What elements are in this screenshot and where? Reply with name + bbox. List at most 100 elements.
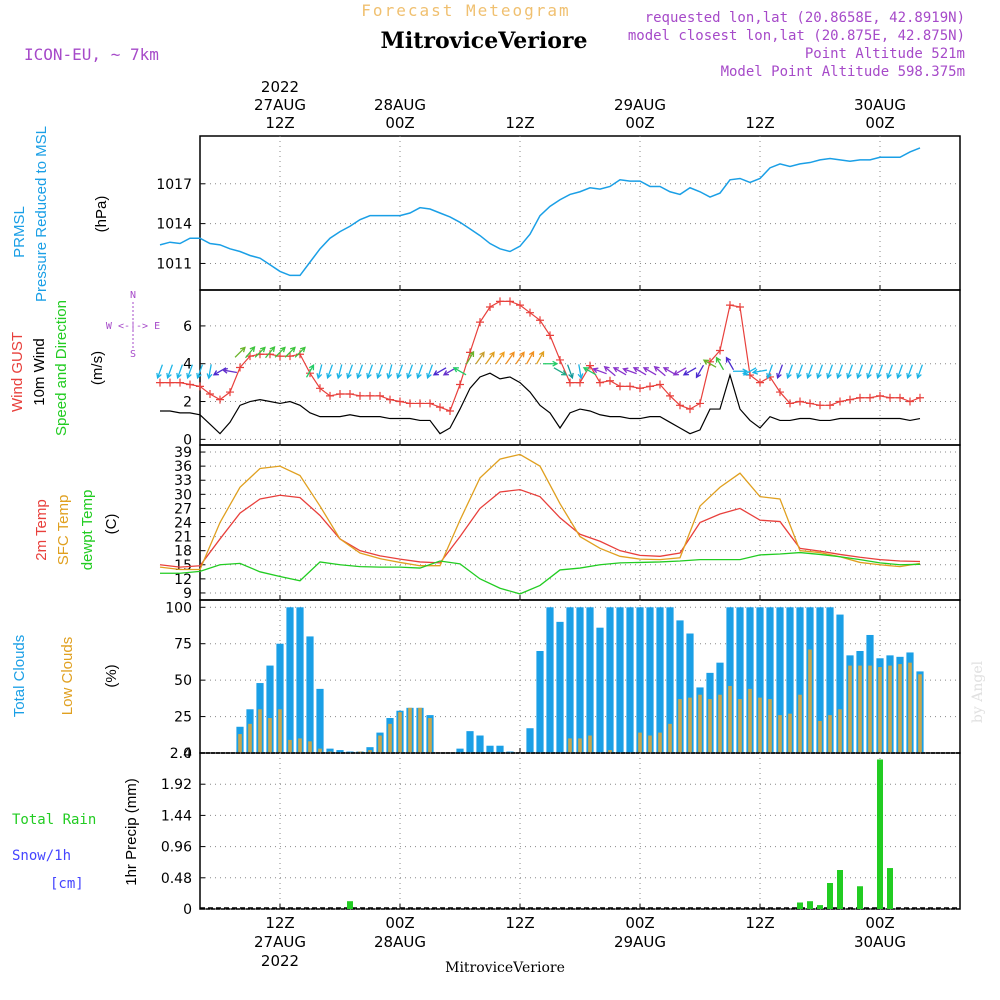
y-tick-label: 9 bbox=[183, 586, 192, 602]
gust-marker bbox=[786, 399, 794, 408]
wind-panel: 0 2 4 6 bbox=[156, 289, 961, 448]
total-cloud-bar bbox=[796, 607, 804, 753]
wind-direction-arrow bbox=[206, 364, 213, 380]
y-tick-label: 30 bbox=[174, 487, 192, 503]
pressure-desc-label: Pressure Reduced to MSL bbox=[33, 126, 50, 302]
low-cloud-bar bbox=[608, 750, 612, 753]
gust-marker bbox=[726, 301, 734, 310]
top-axis-label: 29AUG bbox=[614, 96, 666, 114]
y-tick-label: 2 bbox=[183, 395, 192, 411]
y-tick-label: 33 bbox=[174, 473, 192, 489]
bottom-axis-label: 12Z bbox=[265, 914, 294, 932]
wind-direction-arrow bbox=[176, 364, 184, 380]
wind-direction-arrow bbox=[592, 367, 607, 375]
footer-station: MitroviceVeriore bbox=[445, 960, 565, 976]
wind-direction-arrow bbox=[632, 367, 647, 376]
temp-unit-label: (C) bbox=[103, 514, 120, 535]
gust-marker bbox=[216, 395, 224, 404]
wind-direction-arrow bbox=[866, 364, 874, 380]
total-rain-label: Total Rain bbox=[12, 812, 96, 828]
total-cloud-bar bbox=[726, 607, 734, 753]
total-cloud-bar bbox=[526, 728, 534, 753]
total-cloud-bar bbox=[826, 607, 834, 753]
wind-direction-arrow bbox=[265, 345, 276, 359]
wind-direction-arrow bbox=[566, 364, 574, 380]
wind-direction-arrow bbox=[695, 364, 705, 379]
forecast-title: Forecast Meteogram bbox=[361, 1, 570, 20]
total-cloud-bar bbox=[486, 745, 494, 753]
y-tick-label: 0.48 bbox=[161, 871, 192, 887]
gust-marker bbox=[486, 303, 494, 312]
bottom-axis-label: 29AUG bbox=[614, 933, 666, 951]
wind-direction-arrow bbox=[702, 359, 717, 368]
wind-direction-arrow bbox=[294, 346, 306, 358]
temp-sfc-line bbox=[159, 453, 921, 571]
gust-marker bbox=[496, 297, 504, 306]
wind-direction-arrow bbox=[642, 367, 657, 376]
low-cloud-bar bbox=[678, 699, 682, 753]
wind-direction-arrow bbox=[776, 364, 784, 380]
wind-direction-arrow bbox=[366, 364, 374, 380]
gust-marker bbox=[656, 380, 664, 389]
gust-marker bbox=[876, 391, 884, 400]
wind-direction-arrow bbox=[796, 364, 804, 380]
wind-direction-arrow bbox=[906, 364, 914, 380]
wind-direction-arrow bbox=[525, 350, 535, 365]
low-cloud-bar bbox=[888, 665, 892, 753]
rain-bar bbox=[857, 886, 863, 909]
y-tick-label: 12 bbox=[174, 572, 192, 588]
low-cloud-bar bbox=[728, 685, 732, 753]
low-cloud-bar bbox=[858, 665, 862, 753]
gust-marker bbox=[316, 384, 324, 393]
y-tick-label: 15 bbox=[174, 558, 192, 574]
low-cloud-bar bbox=[808, 649, 812, 753]
low-cloud-bar bbox=[918, 674, 922, 753]
rain-bar bbox=[347, 901, 353, 909]
wind-direction-arrow bbox=[886, 364, 894, 380]
gust-marker bbox=[566, 378, 574, 387]
low-cloud-bar bbox=[778, 715, 782, 753]
compass-n: N bbox=[130, 290, 136, 301]
wind-direction-arrow bbox=[672, 367, 687, 376]
low-cloud-bar bbox=[268, 718, 272, 753]
prmsl-line bbox=[159, 147, 921, 277]
closest-coords: model closest lon,lat (20.875E, 42.875N) bbox=[628, 28, 965, 44]
gust-marker bbox=[396, 397, 404, 406]
wind-direction-arrow bbox=[221, 367, 238, 374]
gust-marker bbox=[796, 397, 804, 406]
wind-direction-arrow bbox=[742, 367, 757, 376]
total-cloud-bar bbox=[596, 627, 604, 753]
low-cloud-bar bbox=[828, 715, 832, 753]
total-cloud-bar bbox=[546, 607, 554, 753]
total-cloud-bar bbox=[766, 607, 774, 753]
gust-marker bbox=[436, 403, 444, 412]
y-tick-label: 50 bbox=[174, 673, 192, 689]
total-cloud-bar bbox=[326, 748, 334, 753]
gust-marker bbox=[906, 397, 914, 406]
low-cloud-bar bbox=[638, 732, 642, 753]
total-cloud-bar bbox=[466, 731, 474, 753]
bottom-axis-label: 30AUG bbox=[854, 933, 906, 951]
rain-bar bbox=[827, 883, 833, 909]
wind-direction-arrow bbox=[622, 367, 637, 375]
low-cloud-bar bbox=[708, 699, 712, 753]
y-tick-label: 24 bbox=[174, 516, 192, 532]
gust-marker bbox=[336, 389, 344, 398]
gust-marker bbox=[426, 399, 434, 408]
top-axis-label: 00Z bbox=[385, 114, 414, 132]
low-cloud-bar bbox=[668, 723, 672, 753]
low-cloud-bar bbox=[298, 738, 302, 753]
y-tick-label: 25 bbox=[174, 710, 192, 726]
y-tick-label: 36 bbox=[174, 459, 192, 475]
low-cloud-bar bbox=[698, 694, 702, 753]
gust-marker bbox=[666, 391, 674, 400]
wind-direction-arrow bbox=[316, 364, 323, 380]
gust-marker bbox=[286, 352, 294, 361]
low-cloud-bar bbox=[258, 709, 262, 753]
wind-direction-arrow bbox=[416, 364, 424, 380]
y-tick-label: 1.92 bbox=[161, 777, 192, 793]
low-clouds-label: Low Clouds bbox=[59, 637, 76, 715]
wind-direction-arrow bbox=[612, 367, 627, 376]
